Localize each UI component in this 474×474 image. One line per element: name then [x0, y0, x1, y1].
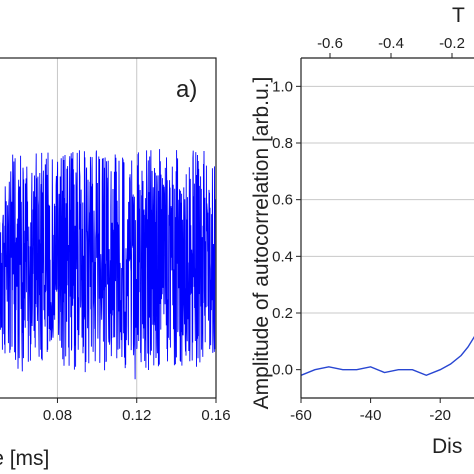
panel-a-label: a) [176, 76, 197, 103]
panel-b-y-axis-title: Amplitude of autocorrelation [arb.u.] [250, 77, 273, 410]
panel-b-top-x-tick-label: -0.6 [317, 35, 343, 52]
panel-b-x-tick-label: -20 [429, 407, 451, 424]
panel-b-x-tick-label: -40 [360, 407, 382, 424]
panel-b-top-x-ticks: -0.6 -0.4 -0.2 [317, 35, 465, 58]
panel-b-y-tick-label: 0.0 [272, 362, 293, 379]
panel-b-gridlines [301, 85, 474, 314]
panel-b-y-tick-label: 0.2 [272, 305, 293, 322]
panel-b-y-tick-label: 1.0 [272, 78, 293, 95]
panel-b-top-x-tick-label: -0.4 [378, 35, 404, 52]
panel-a-x-tick-label: 0.16 [201, 407, 230, 424]
panel-b-y-tick-label: 0.6 [272, 192, 293, 209]
panel-b-autocorrelation: -60 -40 -20 0.00.20.40.60.81.0 -0.6 -0.4 -0.… [250, 4, 474, 458]
panel-b-y-ticks: 0.0 0.2 0.4 0.6 0.8 1.0 [272, 78, 301, 379]
panel-a-x-axis-title: Time [ms] [0, 447, 49, 470]
panel-b-x-ticks: -60 -40 -20 [290, 398, 451, 424]
panel-b-y-tick-label: 0.8 [272, 135, 293, 152]
panel-b-x-axis-title: Dis [432, 435, 462, 458]
panel-b-autocorrelation-curve [300, 335, 474, 377]
panel-b-top-axis-title: T [452, 4, 465, 27]
panel-a-x-ticks: 0.08 0.12 0.16 [43, 398, 231, 424]
panel-a-x-tick-label: 0.12 [122, 407, 151, 424]
panel-b-top-x-tick-label: -0.2 [439, 35, 465, 52]
panel-a-signal-path [0, 149, 216, 380]
panel-a-plot-frame [0, 57, 217, 399]
panel-b-curve-path [300, 335, 474, 377]
panel-b-plot-frame [300, 57, 474, 399]
panel-b-y-tick-label: 0.4 [272, 248, 293, 265]
panel-a-time-signal: 0.08 0.12 0.16 a) Time [ms] [0, 57, 231, 470]
panel-a-x-tick-label: 0.08 [43, 407, 72, 424]
panel-a-signal-trace [0, 149, 216, 380]
panel-b-x-tick-label: -60 [290, 407, 312, 424]
